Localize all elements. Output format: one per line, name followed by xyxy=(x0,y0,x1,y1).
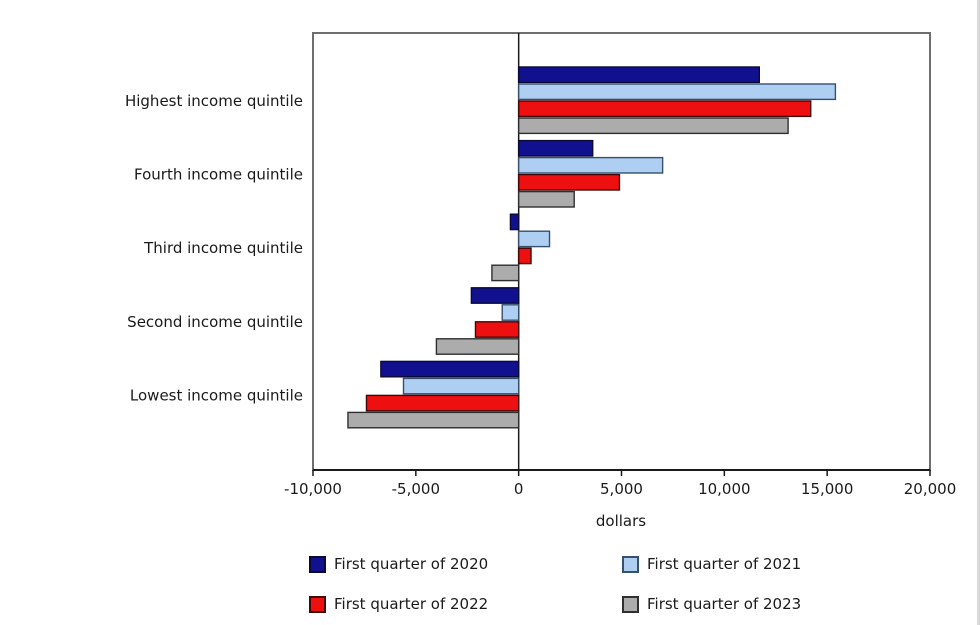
bar-series2-cat1 xyxy=(517,173,621,191)
legend-item: First quarter of 2020 xyxy=(309,556,488,573)
bar-series2-cat2 xyxy=(517,247,532,265)
bar-series0-cat0 xyxy=(517,66,760,84)
bar-series1-cat3 xyxy=(501,304,520,321)
bar-series3-cat2 xyxy=(491,264,520,282)
legend-item: First quarter of 2021 xyxy=(622,556,801,573)
category-label: Highest income quintile xyxy=(125,92,303,110)
bar-series0-cat3 xyxy=(470,287,520,304)
x-tick-label: 5,000 xyxy=(600,480,643,498)
bar-series2-cat0 xyxy=(517,100,812,118)
bar-series0-cat1 xyxy=(517,139,594,157)
bar-series3-cat0 xyxy=(517,117,789,135)
x-tick-label: -10,000 xyxy=(284,480,342,498)
x-tick-label: -5,000 xyxy=(392,480,440,498)
legend-item: First quarter of 2023 xyxy=(622,594,802,613)
bar-series1-cat1 xyxy=(517,156,664,174)
grouped-bar-chart: -10,000 -5,000 0 5,000 10,000 15,000 20,000 Hig… xyxy=(125,32,957,530)
x-tick-label: 0 xyxy=(514,480,524,498)
x-tick-label: 20,000 xyxy=(904,480,957,498)
bar-series3-cat4 xyxy=(347,411,520,429)
legend-swatch-icon xyxy=(622,556,639,573)
bar-series0-cat2 xyxy=(509,213,520,231)
bar-series1-cat0 xyxy=(517,83,837,101)
legend-label: First quarter of 2022 xyxy=(334,594,489,613)
bar-series0-cat4 xyxy=(380,360,520,378)
bar-series2-cat3 xyxy=(474,321,520,338)
category-label: Lowest income quintile xyxy=(130,386,303,404)
legend-item: First quarter of 2022 xyxy=(309,594,489,613)
x-tick-label: 10,000 xyxy=(698,480,751,498)
bar-series2-cat4 xyxy=(365,394,520,412)
bar-series1-cat4 xyxy=(402,377,520,395)
bar-series3-cat3 xyxy=(435,338,520,355)
legend-label: First quarter of 2021 xyxy=(647,555,802,573)
legend-swatch-icon xyxy=(622,595,639,613)
category-label: Third income quintile xyxy=(143,239,303,257)
legend-swatch-icon xyxy=(309,556,326,573)
category-label: Fourth income quintile xyxy=(134,166,303,184)
category-label: Second income quintile xyxy=(127,313,303,331)
window-edge-strip xyxy=(977,0,980,625)
legend-swatch-icon xyxy=(309,595,326,613)
legend-label: First quarter of 2020 xyxy=(334,555,489,573)
legend-label: First quarter of 2023 xyxy=(647,594,802,613)
bar-series3-cat1 xyxy=(517,190,575,208)
x-axis-title: dollars xyxy=(596,512,646,530)
bar-series1-cat2 xyxy=(517,230,551,248)
x-tick-label: 15,000 xyxy=(801,480,854,498)
